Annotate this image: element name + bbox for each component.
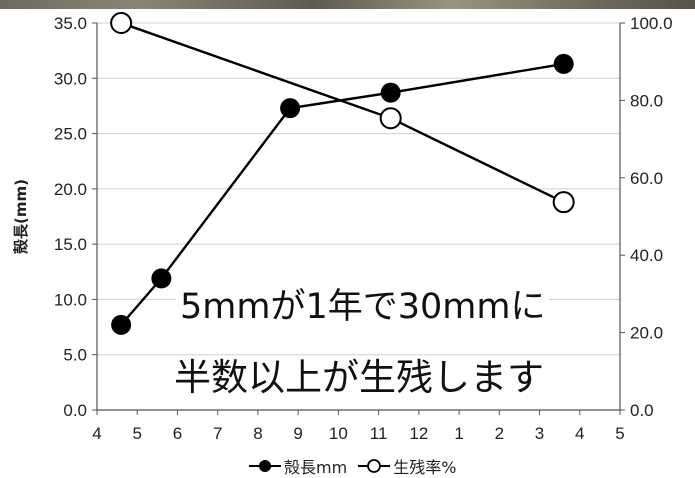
data-point-open bbox=[379, 107, 402, 130]
legend-item-length: 殻長mm bbox=[248, 454, 347, 478]
legend-item-survival: 生残率% bbox=[357, 454, 456, 478]
x-tick-label: 10 bbox=[329, 424, 348, 443]
y-left-tick-label: 5.0 bbox=[63, 346, 87, 365]
data-point-filled bbox=[111, 314, 132, 335]
open-circle-line-icon bbox=[358, 459, 391, 473]
y-left-tick-label: 15.0 bbox=[54, 235, 87, 254]
x-tick-label: 5 bbox=[615, 424, 624, 443]
line-chart: 0.0 5.0 10.0 15.0 20.0 25.0 30.0 35.0 0.0 20.0 40.… bbox=[12, 12, 673, 443]
series-line bbox=[120, 62, 564, 326]
y-right-tick-label: 0.0 bbox=[630, 401, 654, 420]
data-point-filled bbox=[280, 98, 301, 119]
filled-circle-line-icon bbox=[249, 460, 281, 472]
x-tick-label: 9 bbox=[293, 424, 302, 443]
y-axis-title: 殻長(mm) bbox=[12, 179, 30, 254]
x-tick-label: 8 bbox=[253, 424, 262, 443]
y-right-tick-label: 20.0 bbox=[630, 324, 663, 343]
data-point-open bbox=[110, 12, 133, 34]
x-tick-label: 4 bbox=[575, 424, 584, 443]
y-left-tick-label: 0.0 bbox=[63, 401, 87, 420]
y-right-tick-label: 40.0 bbox=[630, 246, 663, 265]
x-tick-label: 7 bbox=[213, 424, 222, 443]
x-tick-label: 2 bbox=[495, 424, 504, 443]
series-line bbox=[120, 21, 565, 204]
overlay-caption-line-1: 5mmが1年で30mmに bbox=[176, 288, 550, 327]
data-point-open bbox=[552, 191, 575, 214]
y-right-tick-label: 60.0 bbox=[630, 169, 663, 188]
overlay-caption-line-2: 半数以上が生残します bbox=[170, 357, 548, 398]
x-tick-label: 6 bbox=[173, 424, 182, 443]
background-photo-strip bbox=[0, 0, 695, 9]
data-point-filled bbox=[151, 268, 172, 289]
x-tick-label: 12 bbox=[409, 424, 428, 443]
x-tick-label: 4 bbox=[92, 424, 101, 443]
legend-label-length: 殻長mm bbox=[284, 458, 348, 477]
legend-label-survival: 生残率% bbox=[393, 458, 457, 477]
data-point-filled bbox=[553, 53, 574, 74]
y-right-tick-label: 80.0 bbox=[630, 91, 663, 110]
y-left-tick-label: 35.0 bbox=[54, 14, 87, 33]
legend: 殻長mm 生残率% bbox=[248, 455, 466, 477]
y-left-tick-label: 20.0 bbox=[54, 180, 87, 199]
y-left-tick-label: 10.0 bbox=[54, 290, 87, 309]
y-right-tick-label: 100.0 bbox=[630, 14, 673, 33]
y-left-tick-label: 25.0 bbox=[54, 125, 87, 144]
x-tick-label: 11 bbox=[370, 424, 388, 443]
y-left-tick-label: 30.0 bbox=[54, 69, 87, 88]
x-tick-label: 1 bbox=[454, 424, 463, 443]
x-tick-label: 3 bbox=[535, 424, 544, 443]
data-point-filled bbox=[380, 82, 401, 103]
x-tick-label: 5 bbox=[132, 424, 141, 443]
